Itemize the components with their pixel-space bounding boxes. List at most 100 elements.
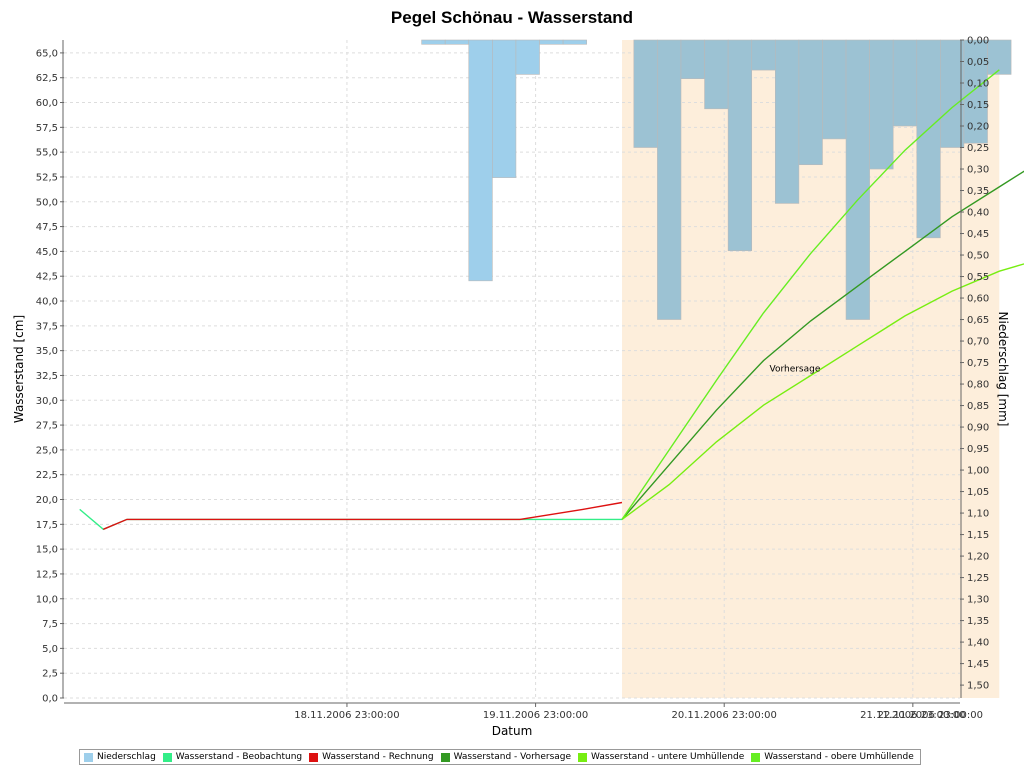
- y-left-tick-label: 7,5: [42, 619, 58, 630]
- y-left-tick-label: 22,5: [36, 470, 58, 481]
- y-left-tick-label: 35,0: [36, 346, 58, 357]
- precipitation-bar: [680, 39, 705, 80]
- series-line: [103, 501, 623, 530]
- y-left-tick-label: 32,5: [36, 371, 58, 382]
- y-left-tick-label: 42,5: [36, 272, 58, 283]
- y-left-tick-label: 5,0: [42, 644, 58, 655]
- y-right-tick-label: 0,60: [967, 294, 989, 305]
- legend-label: Wasserstand - untere Umhüllende: [591, 752, 745, 762]
- y-axis-left-label: Wasserstand [cm]: [12, 315, 26, 423]
- y-left-tick-label: 60,0: [36, 98, 58, 109]
- legend-swatch: [751, 752, 761, 762]
- y-left-tick-label: 17,5: [36, 520, 58, 531]
- legend-swatch: [578, 752, 588, 762]
- y-right-tick-label: 0,10: [967, 79, 989, 90]
- legend-label: Wasserstand - obere Umhüllende: [764, 752, 914, 762]
- legend-item-untere-umhuellende: Wasserstand - untere Umhüllende: [578, 752, 744, 762]
- legend-label: Niederschlag: [97, 752, 156, 762]
- precipitation-bar: [468, 39, 493, 282]
- y-right-tick-label: 1,40: [967, 638, 989, 649]
- y-right-tick-label: 0,55: [967, 272, 989, 283]
- x-tick-label: 18.11.2006 23:00:00: [294, 710, 399, 721]
- precipitation-bar: [539, 39, 564, 45]
- legend-swatch: [84, 752, 93, 762]
- y-right-tick-label: 1,50: [967, 681, 989, 692]
- y-left-tick-label: 62,5: [36, 73, 58, 84]
- precipitation-bar: [444, 39, 470, 45]
- legend-label: Wasserstand - Rechnung: [322, 752, 434, 762]
- y-right-tick-label: 0,35: [967, 186, 989, 197]
- y-left-tick-label: 2,5: [42, 669, 58, 680]
- y-right-tick-label: 1,10: [967, 509, 989, 520]
- precipitation-bar: [798, 39, 823, 166]
- y-left-tick-label: 30,0: [36, 396, 58, 407]
- x-tick-label: 22.11.2006 23:00:00: [878, 710, 983, 721]
- legend-swatch: [309, 752, 319, 762]
- precipitation-bar: [515, 39, 540, 75]
- water-level-lines: [79, 69, 1024, 531]
- precipitation-bar: [869, 39, 894, 170]
- legend-item-rechnung: Wasserstand - Rechnung: [309, 752, 434, 762]
- legend-item-beobachtung: Wasserstand - Beobachtung: [162, 752, 303, 762]
- y-left-tick-label: 50,0: [36, 197, 58, 208]
- y-right-tick-label: 0,75: [967, 358, 989, 369]
- y-right-tick-label: 1,45: [967, 659, 989, 670]
- y-right-tick-label: 0,50: [967, 251, 989, 262]
- y-left-tick-label: 55,0: [36, 148, 58, 159]
- legend-label: Wasserstand - Vorhersage: [453, 752, 572, 762]
- y-left-tick-label: 25,0: [36, 445, 58, 456]
- precipitation-bar: [657, 39, 682, 320]
- y-right-tick-label: 0,95: [967, 444, 989, 455]
- y-right-tick-label: 1,05: [967, 487, 989, 498]
- x-tick-label: 21.11.2006 23:00:00: [860, 710, 965, 721]
- forecast-annotation: Vorhersage: [769, 364, 820, 374]
- y-right-tick-label: 1,30: [967, 595, 989, 606]
- y-right-tick-label: 1,20: [967, 552, 989, 563]
- y-right-tick-label: 0,20: [967, 122, 989, 133]
- y-left-tick-label: 27,5: [36, 421, 58, 432]
- precipitation-bar: [492, 39, 517, 178]
- y-right-tick-label: 0,70: [967, 337, 989, 348]
- y-left-tick-label: 40,0: [36, 297, 58, 308]
- y-left-tick-label: 12,5: [36, 569, 58, 580]
- legend-item-vorhersage: Wasserstand - Vorhersage: [440, 752, 572, 762]
- precipitation-bar: [940, 39, 965, 148]
- y-left-tick-label: 20,0: [36, 495, 58, 506]
- legend-swatch: [162, 752, 172, 762]
- y-left-tick-label: 10,0: [36, 594, 58, 605]
- precipitation-bar: [963, 39, 988, 144]
- y-left-tick-label: 52,5: [36, 172, 58, 183]
- y-right-tick-label: 0,45: [967, 229, 989, 240]
- precipitation-bar: [727, 39, 753, 252]
- y-right-tick-label: 0,80: [967, 380, 989, 391]
- legend-item-niederschlag: Niederschlag: [84, 752, 156, 762]
- y-right-tick-label: 0,30: [967, 165, 989, 176]
- y-right-tick-label: 1,00: [967, 466, 989, 477]
- precipitation-bar: [633, 39, 658, 148]
- y-right-tick-label: 0,00: [967, 36, 989, 47]
- y-axis-right-label: Niederschlag [mm]: [996, 312, 1010, 427]
- x-tick-label: 19.11.2006 23:00:00: [483, 710, 588, 721]
- y-left-tick-label: 57,5: [36, 123, 58, 134]
- y-right-tick-label: 0,15: [967, 100, 989, 111]
- precipitation-bar: [751, 39, 776, 71]
- precipitation-bar: [421, 39, 446, 45]
- chart-title: Pegel Schönau - Wasserstand: [391, 8, 633, 27]
- y-right-tick-label: 1,25: [967, 573, 989, 584]
- precipitation-bar: [562, 39, 587, 45]
- legend-label: Wasserstand - Beobachtung: [175, 752, 303, 762]
- precipitation-bar: [704, 39, 729, 110]
- y-right-tick-label: 0,05: [967, 57, 989, 68]
- series-line: [621, 263, 1024, 520]
- y-left-tick-label: 47,5: [36, 222, 58, 233]
- precipitation-bars: [421, 39, 1012, 320]
- axes: 0,0 2,5 5,0 7,5 10,0 12,5 15,0 17,5 20,0 22,5 25,0…: [36, 36, 990, 722]
- precipitation-bar: [892, 39, 918, 127]
- y-left-tick-label: 37,5: [36, 321, 58, 332]
- y-left-tick-label: 0,0: [42, 694, 58, 705]
- y-right-tick-label: 0,85: [967, 401, 989, 412]
- x-tick-label: 20.11.2006 23:00:00: [672, 710, 777, 721]
- y-right-tick-label: 0,65: [967, 315, 989, 326]
- y-right-tick-label: 0,40: [967, 208, 989, 219]
